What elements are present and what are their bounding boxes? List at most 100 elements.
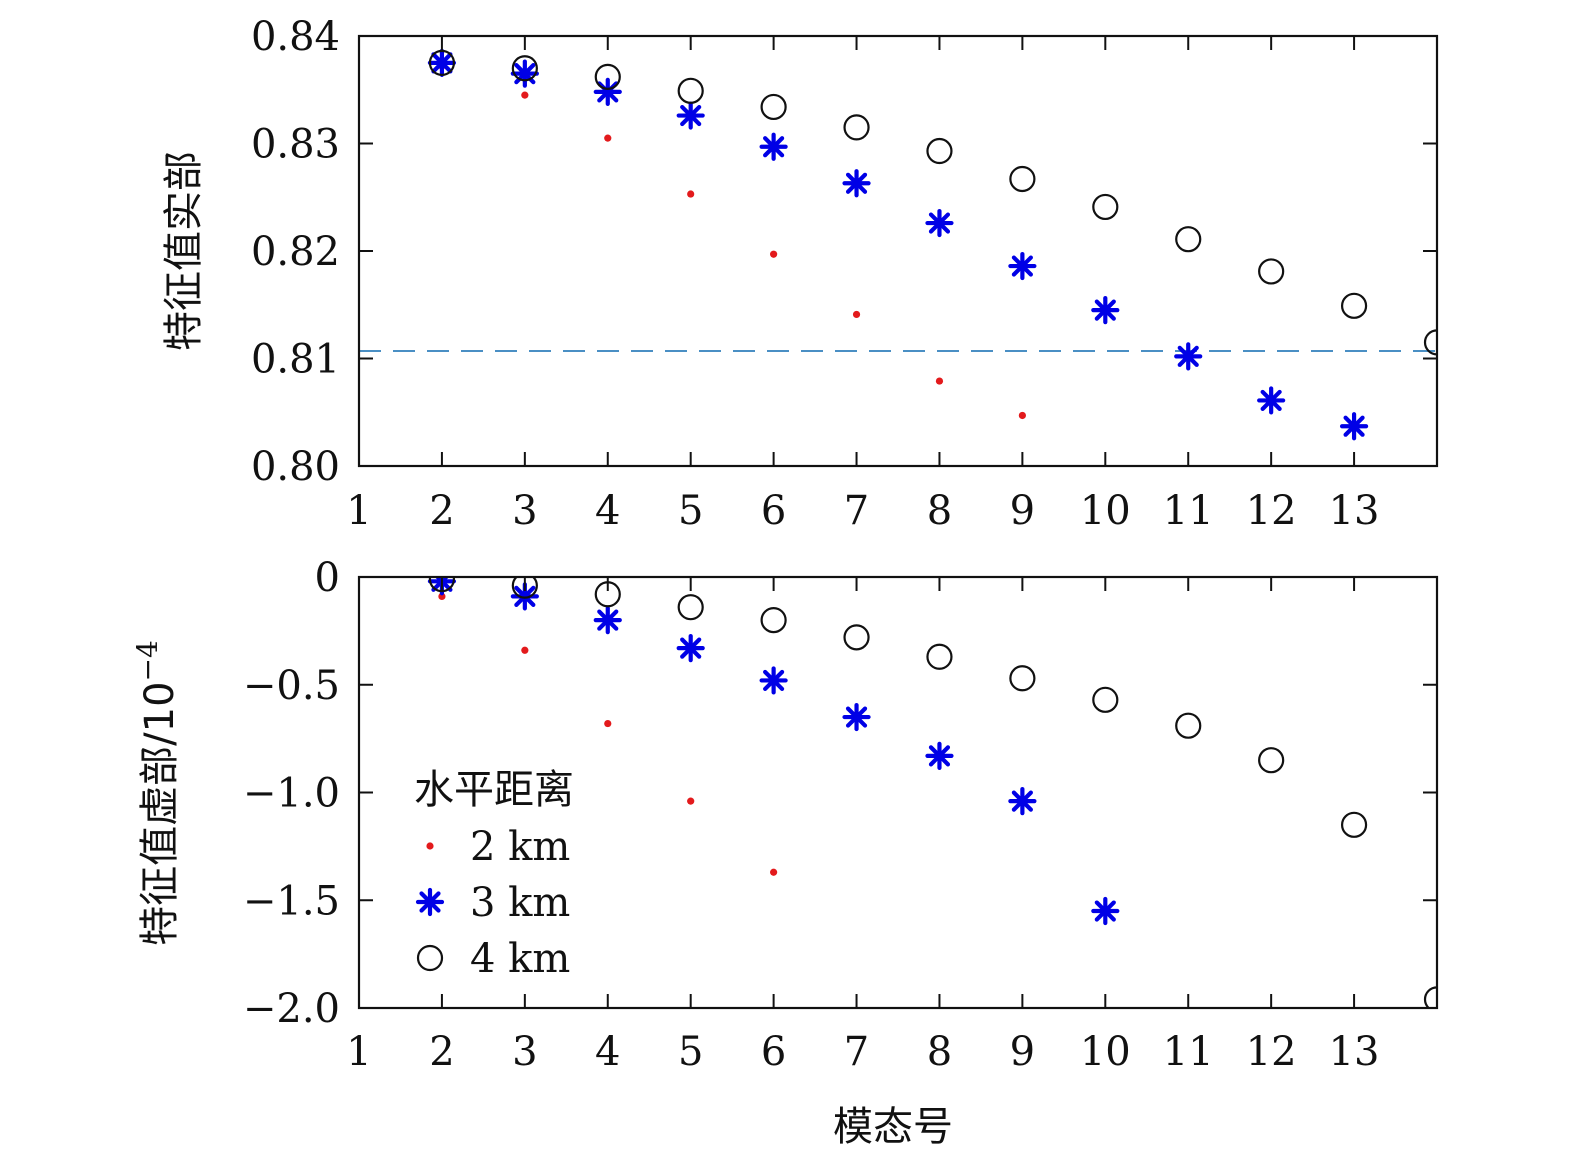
marker-star-8-stroke [928,212,951,234]
marker-dot-6 [770,250,778,258]
legend-entry: 4 km [416,936,570,982]
y-tick-label: −1.5 [243,878,340,924]
x-tick-label: 3 [512,488,537,534]
series-4-km [428,577,1437,1008]
x-tick-label: 9 [1010,488,1035,534]
series-2-km [438,592,778,876]
x-tick-label: 9 [1010,1029,1035,1075]
x-tick-label: 6 [761,488,786,534]
series-2-km [438,62,1026,420]
marker-circle-9 [1009,165,1036,193]
y-tick-label: 0.80 [251,444,340,490]
marker-star-6 [759,666,788,695]
y-tick-label: 0 [315,555,340,601]
data-markers [427,48,1437,441]
marker-star-12 [1257,386,1286,415]
y-tick-label: −0.5 [243,663,340,709]
marker-dot-5 [687,190,695,198]
marker-star-10-stroke [1094,900,1116,922]
x-tick-label: 6 [761,1029,786,1075]
marker-circle-10 [1092,193,1119,221]
x-tick-label: 10 [1080,488,1131,534]
marker-circle-12 [1258,258,1285,285]
marker-star-8 [925,741,954,770]
marker-circle-2 [428,49,456,76]
legend-marker-star [415,887,445,917]
x-tick-label: 8 [927,1029,952,1075]
marker-star-5 [676,101,705,130]
x-tick-label: 12 [1246,1029,1297,1075]
marker-dot-7 [852,310,861,319]
marker-circle-4 [594,63,621,90]
marker-star-9-stroke [1011,790,1033,812]
marker-star-8 [925,208,954,238]
x-tick-label: 11 [1163,488,1214,534]
x-tick-label: 5 [678,488,703,534]
marker-star-4 [593,77,622,107]
y-axis-title: 特征值虚部/10−4 [131,640,183,946]
marker-circle-13 [1340,811,1368,838]
marker-circle-3 [511,577,538,599]
y-axis-title-exponent: −4 [131,640,164,681]
y-axis-title-text: 特征值虚部/10 [137,681,183,945]
marker-circle-3 [511,55,538,82]
marker-circle-5 [677,77,704,104]
marker-star-10 [1091,296,1120,325]
marker-dot-6 [770,868,778,876]
legend-entry: 2 km [426,824,570,870]
marker-star-5-stroke [680,637,702,659]
legend: 水平距离 2 km 3 km 4 km [414,767,574,982]
marker-star-7-stroke [845,706,868,728]
marker-dot-3 [521,91,529,99]
marker-circle-8 [926,137,953,165]
marker-circle-14 [1423,329,1437,356]
marker-star-3 [510,59,539,88]
data-markers [427,577,1437,1008]
marker-circle-7 [843,114,870,141]
marker-star-13-stroke [1343,415,1365,437]
marker-dot-2 [438,592,446,600]
marker-star-13 [1339,412,1369,441]
marker-star-12-stroke [1260,389,1282,412]
marker-star-10 [1091,896,1120,926]
legend-label: 4 km [470,936,570,982]
marker-star-6 [759,132,788,161]
y-axis-title-text: 特征值实部 [161,151,207,351]
x-tick-label: 11 [1163,1029,1214,1075]
marker-star-9-stroke [1011,255,1033,277]
marker-star-10-stroke [1094,299,1116,321]
marker-circle-6 [760,606,787,634]
marker-star-3 [510,582,539,611]
x-tick-label: 10 [1080,1029,1131,1075]
marker-dot-3 [521,646,529,654]
marker-star-6-stroke [763,669,785,692]
marker-dot-4 [604,719,612,728]
marker-circle-2 [428,577,456,593]
y-tick-label: −1.0 [243,771,340,817]
legend-title: 水平距离 [414,767,574,813]
y-tick-label: −2.0 [243,986,340,1032]
marker-star-4-stroke [597,609,619,631]
marker-circle-10 [1092,686,1119,713]
marker-star-2-stroke [431,52,453,74]
top-panel-real-part: 1 2 3 4 5 6 7 8 9 10 11 12 130.800.810.820.830.84特征值… [161,14,1439,534]
x-tick-label: 7 [844,488,869,534]
marker-circle-8 [926,643,953,670]
x-tick-label: 1 [346,1029,371,1075]
x-tick-label: 5 [678,1029,703,1075]
x-axis-title: 模态号 [833,1104,953,1150]
series-3-km [427,48,1369,441]
y-tick-label: 0.81 [251,337,340,383]
marker-star-11-stroke [1177,345,1199,367]
marker-star-9 [1008,251,1037,281]
marker-star-7-stroke [845,172,868,194]
legend-label: 2 km [470,824,570,870]
marker-dot-5 [687,797,695,805]
marker-circle-7 [843,624,870,651]
marker-star-7 [842,702,871,732]
marker-dot-4 [604,134,612,142]
x-tick-label: 12 [1246,488,1297,534]
x-tick-label: 7 [844,1029,869,1075]
series-4-km [428,49,1437,356]
